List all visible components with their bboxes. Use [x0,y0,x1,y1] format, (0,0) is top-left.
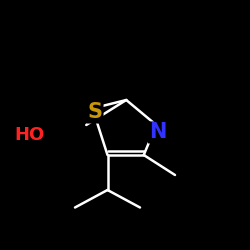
Text: S: S [88,102,102,122]
Text: HO: HO [15,126,45,144]
Text: N: N [149,122,166,142]
